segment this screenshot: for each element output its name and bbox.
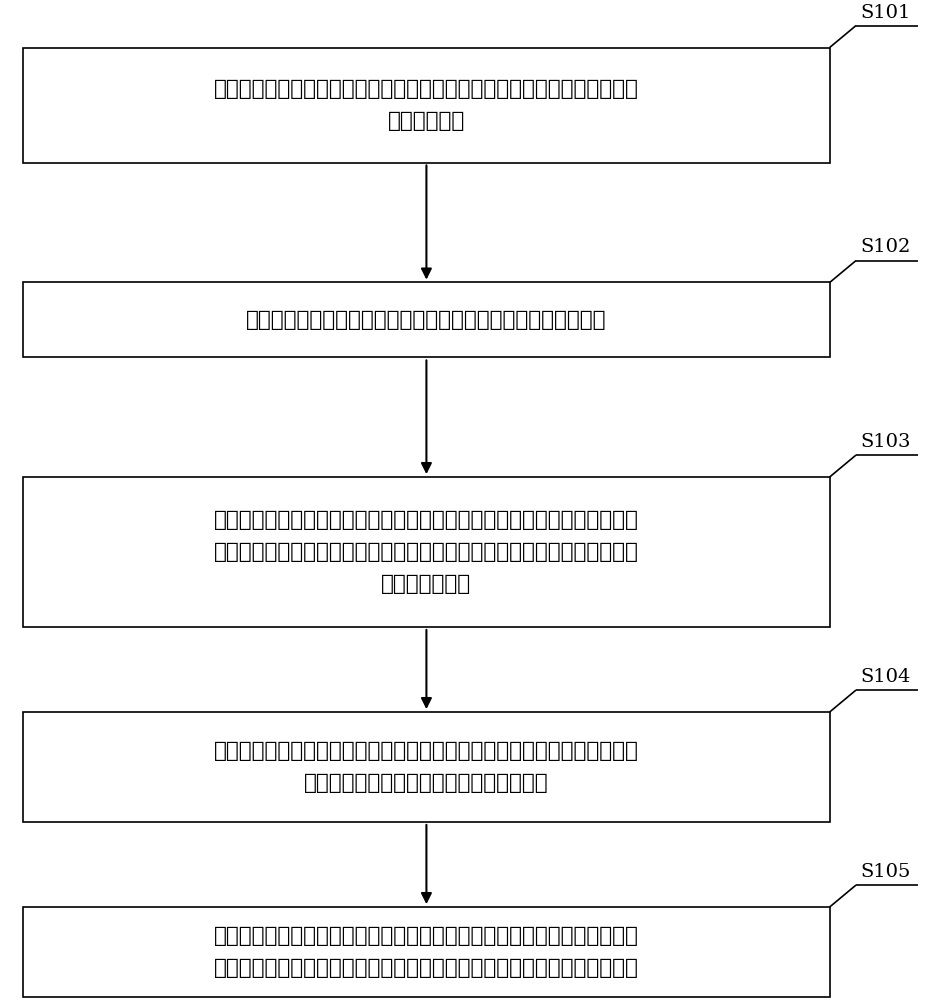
Bar bbox=[23, 477, 830, 627]
Bar bbox=[23, 907, 830, 997]
Bar bbox=[23, 282, 830, 357]
Bar bbox=[23, 47, 830, 162]
Bar bbox=[23, 712, 830, 822]
Text: 通过所述处理芯片获取在不同环境参数下所述摄像模组拍摄的靶纸图像，并
对所述靶纸图像进行分析获取所述摄像模组在不同环境参数下的解像力参数: 通过所述处理芯片获取在不同环境参数下所述摄像模组拍摄的靶纸图像，并 对所述靶纸图… bbox=[214, 926, 639, 978]
Text: S102: S102 bbox=[860, 238, 911, 256]
Text: 将增距镜设置于温湿度控制箱一侧，与所述摄像模组的镜头对准: 将增距镜设置于温湿度控制箱一侧，与所述摄像模组的镜头对准 bbox=[247, 310, 606, 330]
Text: 将靶纸设置于所述增距镜背离所述摄像模组一侧，并调节所述摄像模组镜头
与所述增距镜之间以及所述增距镜与所述靶纸之间的距离，以满足所述摄像
模组的检测条件: 将靶纸设置于所述增距镜背离所述摄像模组一侧，并调节所述摄像模组镜头 与所述增距镜… bbox=[214, 510, 639, 594]
Text: 将摄像模组设置于温湿度控制箱中，所述摄像模组的镜头朝向所述温湿度控
制箱的透视窗: 将摄像模组设置于温湿度控制箱中，所述摄像模组的镜头朝向所述温湿度控 制箱的透视窗 bbox=[214, 79, 639, 131]
Text: S103: S103 bbox=[860, 433, 911, 451]
Text: S101: S101 bbox=[860, 3, 911, 21]
Text: S105: S105 bbox=[860, 863, 911, 881]
Text: S104: S104 bbox=[860, 668, 911, 686]
Text: 控制所述摄像模组开始工作，并利用所述温湿度控制箱控制其内部的环境参
数，所述环境参数包括温度参数和湿度参数: 控制所述摄像模组开始工作，并利用所述温湿度控制箱控制其内部的环境参 数，所述环境… bbox=[214, 741, 639, 793]
